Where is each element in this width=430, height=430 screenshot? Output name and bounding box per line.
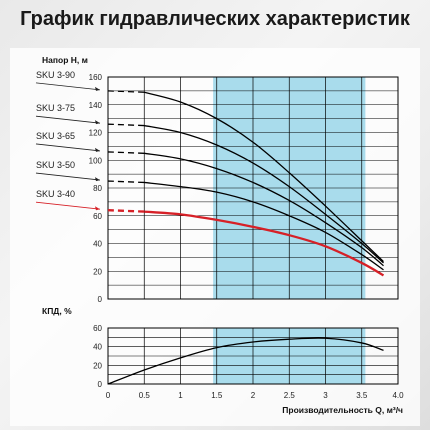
y-tick-label: 40 [93,240,102,249]
series-line-sku-3-90 [144,91,384,263]
leader-line [35,143,101,152]
plot-frame [107,76,399,300]
leader-arrow [95,120,100,125]
x-tick-label: 4.0 [392,391,404,400]
series-label-sku-3-65: SKU 3-65 [36,131,75,141]
series-label-sku-3-90: SKU 3-90 [36,70,75,80]
leader-arrow [95,147,100,152]
x-tick-label: 2 [251,391,256,400]
series-line-sku-3-75-dashed [107,123,145,127]
y-tick-label: 120 [89,129,103,138]
y-tick-label: 20 [93,267,102,276]
y-tick-label: 60 [93,212,102,221]
series-line-sku-3-90-dashed [107,90,145,93]
y-axis-label: Напор H, м [42,55,88,65]
x-tick-label: 0.5 [139,391,151,400]
series-line-sku-3-65-dashed [107,151,145,154]
series-line-sku-3-50 [144,181,384,271]
leader-line [35,201,101,210]
y-tick-label: 0 [98,295,103,304]
x-tick-label: 3.5 [356,391,368,400]
x-tick-label: 2.5 [284,391,296,400]
series-line-sku-3-50-dashed [107,180,145,184]
leader-line [35,172,101,181]
y-tick-label: 80 [93,184,102,193]
leader-arrow [95,177,100,182]
x-tick-label: 1.5 [211,391,223,400]
leader-arrow [95,206,100,211]
series-line-efficiency [107,337,384,385]
series-label-sku-3-50: SKU 3-50 [36,160,75,170]
series-line-sku-3-65 [144,152,384,267]
leader-line [35,82,101,91]
series-line-sku-3-75 [144,124,384,264]
x-tick-label: 0 [106,391,111,400]
efficiency-panel: 0 20 40 60 0 0.5 1 1.5 2 2.5 3 3.5 4.0 КПД, % Производ… [42,306,404,415]
page-title: График гидравлических характеристик [20,8,410,30]
y-tick-label: 40 [93,343,102,352]
series-line-sku-3-40-dashed [107,209,145,213]
x-tick-label: 3 [323,391,328,400]
leader-arrow [95,86,100,91]
y-tick-label: 60 [93,324,102,333]
y-tick-label: 100 [89,156,103,165]
y-tick-label: 0 [98,380,103,389]
series-line-sku-3-40 [144,210,385,277]
plot-frame [107,327,399,385]
y-tick-label: 140 [89,101,103,110]
y-tick-label: 160 [89,73,103,82]
y-tick-label: 20 [93,361,102,370]
x-tick-label: 1 [178,391,183,400]
y-axis-label: КПД, % [42,306,72,316]
series-label-sku-3-75: SKU 3-75 [36,103,75,113]
leader-line [35,115,101,124]
x-axis-label: Производительность Q, м³/ч [282,405,403,415]
series-label-sku-3-40: SKU 3-40 [36,189,75,199]
